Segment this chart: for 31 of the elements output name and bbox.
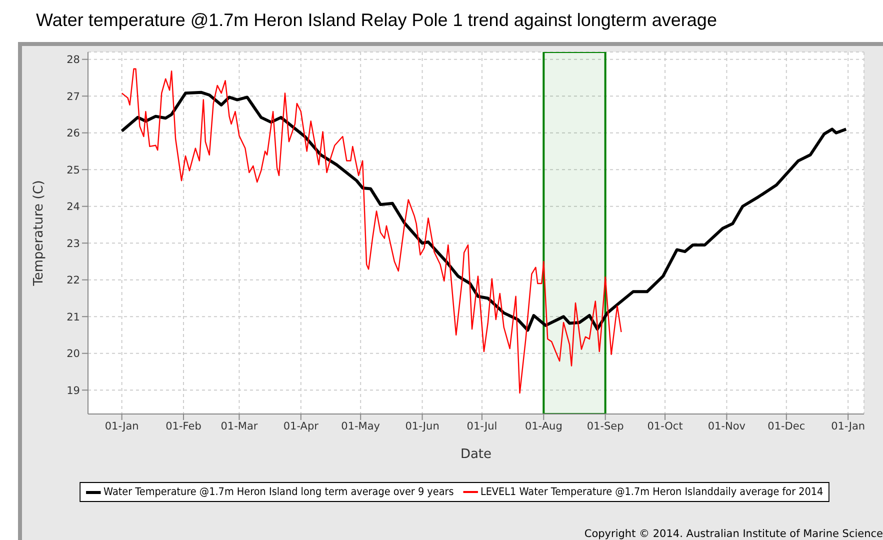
y-tick-label: 26 [66, 128, 80, 140]
x-tick-label: 01-Sep [586, 420, 624, 432]
y-tick-label: 21 [66, 311, 80, 324]
y-tick-label: 23 [66, 238, 80, 250]
x-tick-label: 01-Nov [708, 420, 746, 432]
x-tick-label: 01-Jul [466, 420, 498, 432]
y-tick-label: 25 [66, 164, 80, 176]
legend-label: Water Temperature @1.7m Heron Island long term average over 9 years [102, 486, 454, 498]
y-tick-label: 27 [66, 90, 80, 103]
x-tick-label: 01-Apr [283, 420, 320, 432]
x-tick-label: 01-Mar [220, 420, 258, 432]
x-tick-label: 01-May [341, 420, 380, 432]
y-tick-label: 20 [66, 348, 80, 360]
x-tick-label: 01-Oct [647, 420, 683, 432]
line-series [120, 90, 848, 332]
chart-title: Water temperature @1.7m Heron Island Relay Pole 1 trend against longterm average [35, 9, 718, 32]
y-axis-title: Temperature (C) [32, 180, 47, 287]
y-tick-label: 22 [66, 274, 80, 287]
x-tick-label: 01-Jun [405, 420, 440, 432]
y-tick-label: 24 [66, 201, 80, 214]
legend-label: LEVEL1 Water Temperature @1.7m Heron Islanddaily average for 2014 [479, 486, 824, 498]
x-tick-label: 01-Jan [831, 420, 866, 432]
line-series [121, 68, 622, 394]
x-tick-label: 01-Dec [768, 420, 806, 432]
x-tick-label: 01-Feb [166, 420, 202, 432]
y-tick-label: 28 [66, 54, 80, 66]
x-tick-label: 01-Jan [104, 420, 139, 432]
x-tick-label: 01-Aug [524, 420, 562, 432]
y-tick-label: 19 [66, 384, 80, 397]
text: Copyright © 2014. Australian Institute of Marine Science [584, 528, 883, 540]
x-axis-title: Date [460, 447, 492, 462]
